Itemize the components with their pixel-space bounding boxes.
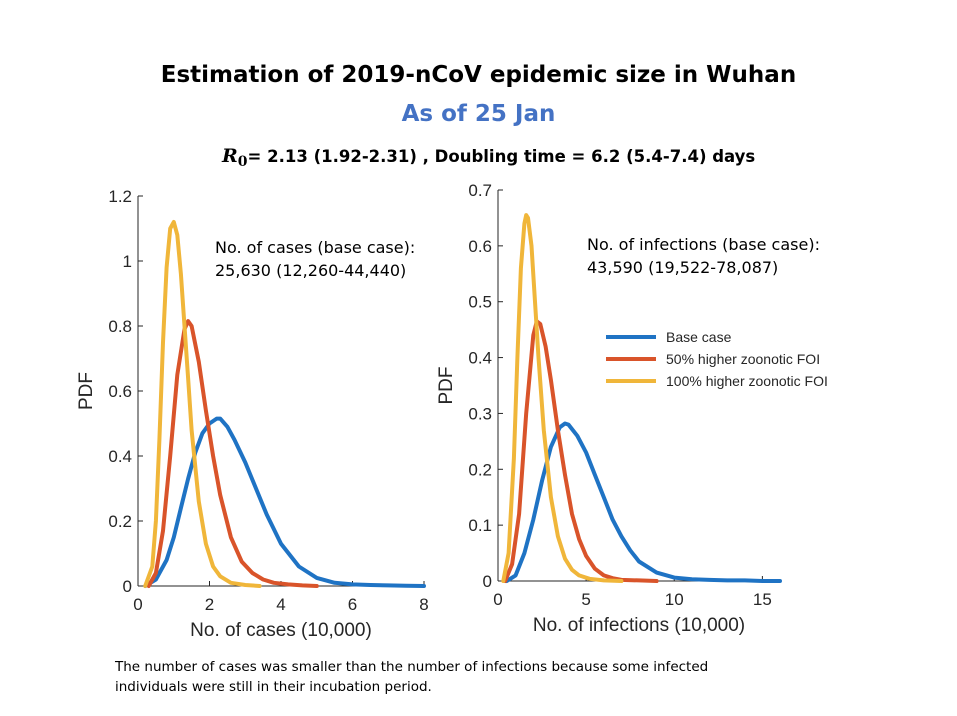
slide-title: Estimation of 2019-nCoV epidemic size in… <box>160 62 797 88</box>
cases-annotation: No. of cases (base case): 25,630 (12,260… <box>215 236 415 282</box>
infections-y-tick-label: 0.5 <box>468 293 492 312</box>
cases-annotation-line1: No. of cases (base case): <box>215 238 416 257</box>
parameter-values: = 2.13 (1.92-2.31) , Doubling time = 6.2… <box>247 147 756 166</box>
infections-y-axis-label: PDF <box>436 367 457 405</box>
infections-y-tick-label: 0 <box>483 572 492 591</box>
legend-label-1: 50% higher zoonotic FOI <box>666 351 820 367</box>
infections-x-tick-label: 15 <box>753 590 772 609</box>
cases-y-tick-label: 0 <box>123 577 132 596</box>
infections-y-tick-label: 0.1 <box>468 516 492 535</box>
cases-x-axis-label: No. of cases (10,000) <box>190 620 372 641</box>
infections-series-line-0 <box>504 421 782 583</box>
cases-y-tick-label: 0.2 <box>108 512 132 531</box>
cases-annotation-line2: 25,630 (12,260-44,440) <box>215 261 407 280</box>
infections-series-line-1 <box>503 319 659 583</box>
infections-x-tick-label: 10 <box>665 590 684 609</box>
cases-x-tick-label: 6 <box>348 595 357 614</box>
cases-x-tick-label: 4 <box>276 595 285 614</box>
cases-series-line-1 <box>146 319 319 588</box>
cases-x-tick-label: 2 <box>205 595 214 614</box>
cases-series-line-0 <box>143 416 426 588</box>
legend-label-2: 100% higher zoonotic FOI <box>666 373 828 389</box>
cases-y-tick-label: 0.4 <box>108 447 132 466</box>
cases-y-tick-label: 1.2 <box>108 187 132 206</box>
cases-series-line-2 <box>143 220 262 588</box>
infections-y-tick-label: 0.2 <box>468 460 492 479</box>
infections-annotation-line1: No. of infections (base case): <box>587 235 820 254</box>
legend-label-0: Base case <box>666 329 732 345</box>
infections-annotation: No. of infections (base case): 43,590 (1… <box>587 233 820 279</box>
infections-x-axis-label: No. of infections (10,000) <box>533 615 745 636</box>
cases-y-tick-label: 0.8 <box>108 317 132 336</box>
cases-y-tick-label: 0.6 <box>108 382 132 401</box>
infections-x-tick-label: 5 <box>581 590 590 609</box>
infections-y-tick-label: 0.7 <box>468 181 492 200</box>
infections-y-tick-label: 0.4 <box>468 349 492 368</box>
parameter-summary: R0= 2.13 (1.92-2.31) , Doubling time = 6… <box>222 145 755 170</box>
slide-subtitle: As of 25 Jan <box>401 101 556 127</box>
cases-x-tick-label: 0 <box>133 595 142 614</box>
infections-annotation-line2: 43,590 (19,522-78,087) <box>587 258 779 277</box>
infections-y-tick-label: 0.3 <box>468 404 492 423</box>
cases-y-tick-label: 1 <box>123 252 132 271</box>
infections-y-tick-label: 0.6 <box>468 237 492 256</box>
cases-x-tick-label: 8 <box>419 595 428 614</box>
footnote: The number of cases was smaller than the… <box>115 659 709 695</box>
infections-series-line-2 <box>501 213 624 583</box>
cases-y-axis-label: PDF <box>76 372 97 410</box>
r0-symbol: R0 <box>222 145 248 170</box>
infections-x-tick-label: 0 <box>493 590 502 609</box>
